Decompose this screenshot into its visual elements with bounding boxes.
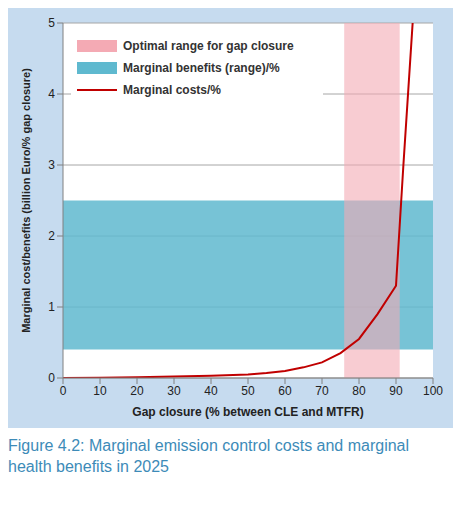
svg-text:60: 60 <box>278 384 292 398</box>
svg-text:80: 80 <box>352 384 366 398</box>
svg-text:70: 70 <box>315 384 329 398</box>
svg-text:3: 3 <box>48 158 55 172</box>
svg-text:0: 0 <box>48 371 55 385</box>
svg-text:5: 5 <box>48 16 55 30</box>
svg-text:10: 10 <box>93 384 107 398</box>
svg-text:50: 50 <box>241 384 255 398</box>
svg-text:2: 2 <box>48 229 55 243</box>
html-text:Figure 4.2: Marginal emission: Figure 4.2: Marginal emission control co… <box>8 437 410 475</box>
svg-text:Marginal cost/benefits (billio: Marginal cost/benefits (billion Euro/% g… <box>20 68 32 333</box>
svg-text:90: 90 <box>389 384 403 398</box>
svg-text:20: 20 <box>130 384 144 398</box>
svg-text:4: 4 <box>48 87 55 101</box>
svg-text:Gap closure (% between CLE and: Gap closure (% between CLE and MTFR) <box>132 405 363 419</box>
html-text:Marginal benefits (range)/%: Marginal benefits (range)/% <box>123 61 280 75</box>
html-text:Optimal range for gap closure: Optimal range for gap closure <box>123 39 294 53</box>
svg-text:30: 30 <box>167 384 181 398</box>
svg-text:0: 0 <box>60 384 67 398</box>
svg-text:1: 1 <box>48 300 55 314</box>
svg-text:100: 100 <box>423 384 443 398</box>
svg-text:40: 40 <box>204 384 218 398</box>
html-text:Marginal costs/%: Marginal costs/% <box>123 83 221 97</box>
